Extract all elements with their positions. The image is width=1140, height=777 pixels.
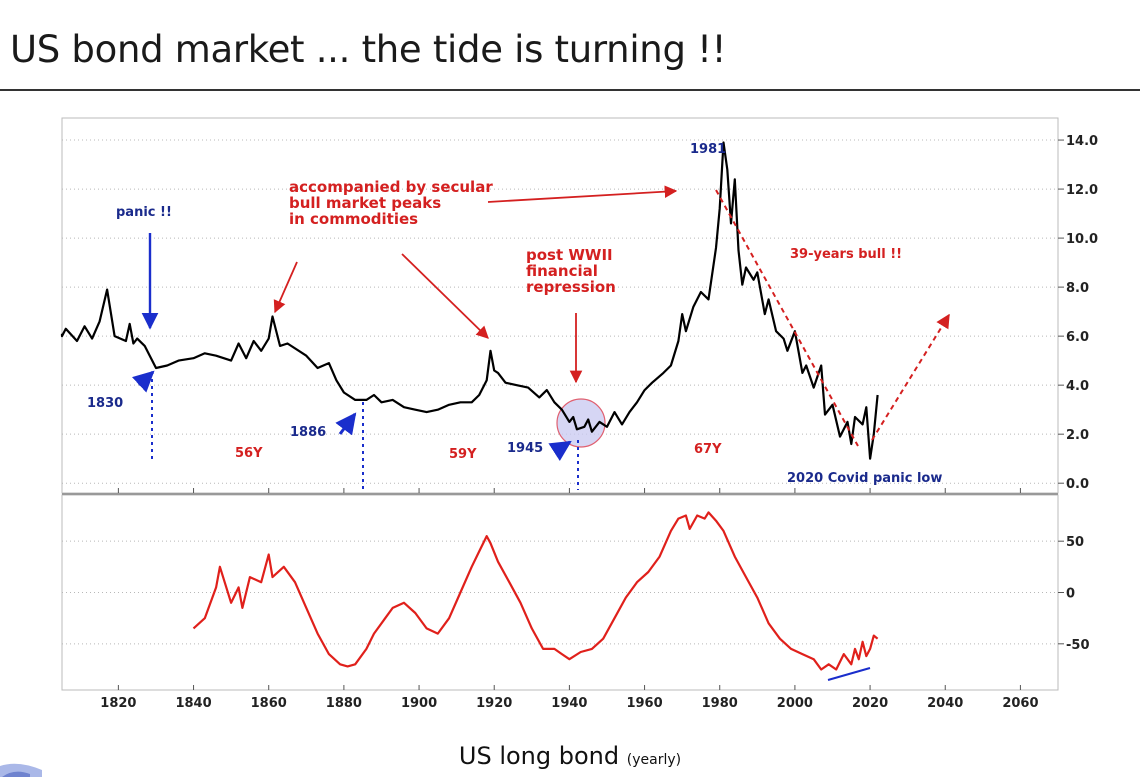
x-tick-label: 2060: [1002, 696, 1038, 711]
page-title: US bond market ... the tide is turning !…: [10, 28, 727, 71]
post-wwii-label-line1: post WWII: [526, 246, 613, 264]
upper-y-tick-label: 8.0: [1066, 281, 1089, 296]
label-59y: 59Y: [449, 447, 477, 462]
upper-y-tick-label: 4.0: [1066, 379, 1089, 394]
lower-y-tick-label: 50: [1066, 535, 1084, 550]
x-tick-label: 1980: [702, 696, 738, 711]
commodities-arrow-3: [487, 185, 678, 203]
chart-caption: US long bond (yearly): [0, 742, 1140, 770]
lower-y-tick-label: -50: [1066, 638, 1090, 653]
panic-label: panic !!: [116, 205, 172, 220]
label-67y: 67Y: [694, 442, 722, 457]
x-tick-label: 1900: [401, 696, 437, 711]
x-tick-label: 2000: [777, 696, 813, 711]
upper-y-tick-label: 2.0: [1066, 428, 1089, 443]
x-tick-label: 2020: [852, 696, 888, 711]
x-tick-label: 1960: [626, 696, 662, 711]
bond-chart: 0.02.04.06.08.010.012.014.0 500-50 1820 1…: [60, 117, 1098, 711]
upper-panel-frame: [61, 117, 1059, 494]
upper-y-tick-labels: 0.0 2.0 4.0 6.0 8.0 10.0 12.0 14.0: [1066, 134, 1098, 492]
commodities-label-line2: bull market peaks: [289, 194, 441, 212]
upper-y-tick-label: 6.0: [1066, 330, 1089, 345]
caption-main: US long bond: [458, 742, 620, 770]
label-1945: 1945: [507, 441, 543, 456]
lower-y-tick-labels: 50 0 -50: [1066, 535, 1090, 653]
arrow-1830: [132, 370, 155, 393]
x-tick-label: 1940: [551, 696, 587, 711]
commodities-arrow-1: [273, 261, 298, 314]
upper-y-tick-label: 12.0: [1066, 183, 1098, 198]
post-wwii-label-line2: financial: [526, 262, 598, 280]
x-tick-label: 2040: [927, 696, 963, 711]
label-1981: 1981: [690, 142, 726, 157]
upper-gridlines: [62, 139, 1064, 484]
oscillator-trend-line: [827, 667, 871, 681]
lower-y-tick-label: 0: [1066, 587, 1075, 602]
lower-panel-frame: [61, 494, 1059, 691]
commodities-label-line3: in commodities: [289, 210, 418, 228]
x-tick-label: 1860: [251, 696, 287, 711]
bull-trend-line: [715, 189, 859, 447]
price-series-line: [60, 141, 879, 460]
bull-39-years-label: 39-years bull !!: [790, 247, 902, 262]
x-tick-label: 1840: [175, 696, 211, 711]
upper-y-tick-label: 0.0: [1066, 477, 1089, 492]
arrow-1945: [548, 440, 572, 462]
oscillator-series-line: [192, 511, 879, 671]
post-wwii-label-line3: repression: [526, 278, 616, 296]
label-56y: 56Y: [235, 446, 263, 461]
x-tick-label: 1920: [476, 696, 512, 711]
upper-y-tick-label: 14.0: [1066, 134, 1098, 149]
label-1830: 1830: [87, 396, 123, 411]
commodities-arrow-2: [401, 253, 489, 339]
commodities-label-line1: accompanied by secular: [289, 178, 493, 196]
x-tick-label: 1820: [100, 696, 136, 711]
title-divider: [0, 89, 1140, 91]
arrow-1886: [335, 412, 357, 436]
upper-y-tick-label: 10.0: [1066, 232, 1098, 247]
wwii-low-highlight: [556, 398, 606, 448]
lower-gridlines: [62, 540, 1064, 645]
corner-logo: [0, 763, 42, 777]
covid-panic-low-label: 2020 Covid panic low: [787, 471, 942, 486]
x-tick-labels: 1820 1840 1860 1880 1900 1920 1940 1960 1980 2000…: [100, 488, 1039, 711]
forecast-trend-line: [871, 313, 950, 441]
x-tick-label: 1880: [326, 696, 362, 711]
caption-sub: (yearly): [626, 752, 682, 768]
label-1886: 1886: [290, 425, 326, 440]
